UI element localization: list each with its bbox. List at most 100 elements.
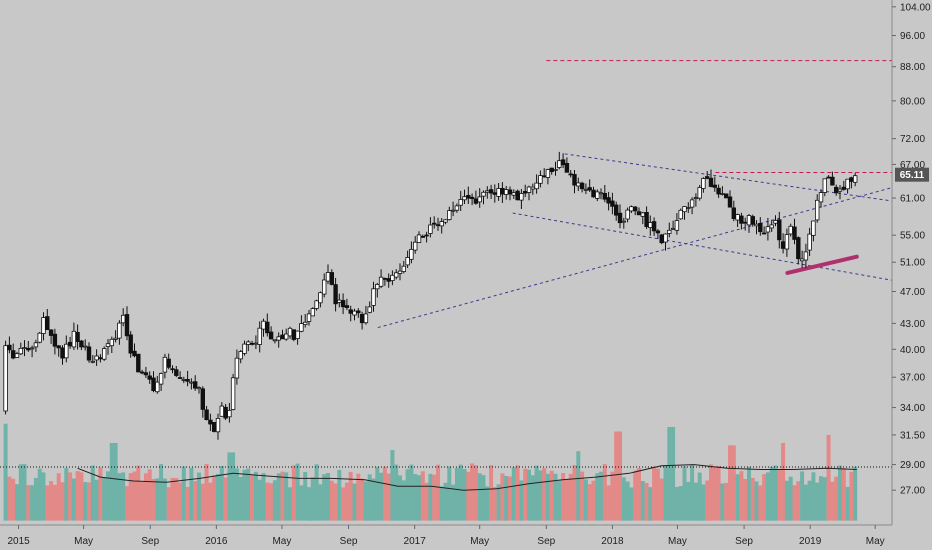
candle-body [488,189,494,194]
candle-body [60,347,65,359]
volume-bar [819,476,823,521]
volume-bar [773,465,778,521]
candle-body [7,344,12,351]
candle-body [553,168,558,171]
volume-bar [508,476,512,521]
candle-body [803,251,809,261]
volume-bar [754,481,759,521]
candle-body [796,237,801,260]
candle-body [837,188,843,192]
y-tick-label: 72.00 [900,134,925,145]
candle-body [473,198,479,204]
x-tick-label: May [74,536,93,547]
y-tick-label: 29.00 [900,460,925,471]
candle-body [610,200,615,207]
candle-body [67,341,73,347]
y-tick-label: 61.00 [900,194,925,205]
candle-body [287,327,293,337]
volume-bar [219,465,224,521]
volume-bar [504,476,509,521]
candle-body [739,215,744,224]
volume-bar [45,485,50,521]
candle-body [348,309,353,314]
volume-bar [151,479,156,521]
candle-body [393,272,399,278]
y-axis[interactable]: 104.00 96.00 88.00 80.00 72.00 67.00 61.00 55.0… [892,2,931,497]
x-tick-label: May [668,536,687,547]
candle-body [371,288,376,306]
candle-body [223,406,228,419]
volume-bar [784,480,789,521]
volume-bar [473,465,478,521]
volume-bar [576,451,581,521]
candle-body [496,188,501,197]
candle-body [90,360,95,363]
volume-bar [371,478,376,521]
y-tick-label: 51.00 [900,258,925,269]
volume-bar [227,452,232,521]
candle-body [822,178,827,193]
candle-body [283,333,289,340]
annotation-lines [0,60,893,491]
volume-bar [276,473,281,521]
candle-body [344,305,350,309]
candle-body [363,313,369,324]
volume-bar [595,473,600,521]
volume-bar [743,479,748,521]
volume-bar [838,465,842,521]
candle-body [113,337,118,340]
volume-bar [769,466,774,521]
candle-body [310,308,315,317]
volume-bar [33,477,38,521]
candle-body [306,313,312,322]
volume-bar [674,486,679,521]
volume-bar [443,482,448,521]
candle-body [826,176,831,179]
candle-body [701,178,706,189]
volume-bar [60,482,65,521]
candle-body [788,225,793,235]
candle-body [257,327,262,345]
volume-bar [561,473,566,521]
candle-body [79,340,84,348]
candle-body [45,316,50,331]
volume-bar [697,472,702,521]
volume-bar [614,431,619,521]
candle-body [151,377,156,392]
volume-bar [728,445,732,521]
candle-body [670,227,676,230]
volume-bar [606,485,611,521]
volume-bar [401,480,406,521]
volume-bar [747,466,751,521]
candle-body [545,169,551,178]
candle-body [614,204,619,216]
candle-body [265,321,270,334]
candle-body [595,191,600,199]
candle-body [234,357,240,379]
candle-body [720,193,725,195]
candle-body [428,224,433,234]
volume-bar [428,473,433,521]
candle-body [655,230,661,234]
volume-bar [132,471,137,521]
candle-body [761,232,767,235]
candle-body [139,371,145,374]
volume-bar [208,482,213,521]
x-tick-label: 2016 [205,536,228,547]
x-axis[interactable]: 2015 May Sep 2016 May Sep 2017 May Sep 2018 May Sep… [7,525,885,547]
candle-body [697,187,702,199]
candle-body [295,330,300,340]
volume-bar [299,485,304,521]
candle-body [102,348,107,360]
volume-bar [360,478,365,521]
y-tick-label: 27.00 [900,486,925,497]
volume-bar [257,479,262,521]
candle-body [52,333,58,347]
candle-body [215,417,221,433]
y-tick-label: 67.00 [900,160,925,171]
candle-body [204,409,209,420]
volume-bar [815,482,820,521]
candle-body [37,332,42,343]
x-tick-label: Sep [735,536,753,547]
volume-bar [394,464,399,521]
